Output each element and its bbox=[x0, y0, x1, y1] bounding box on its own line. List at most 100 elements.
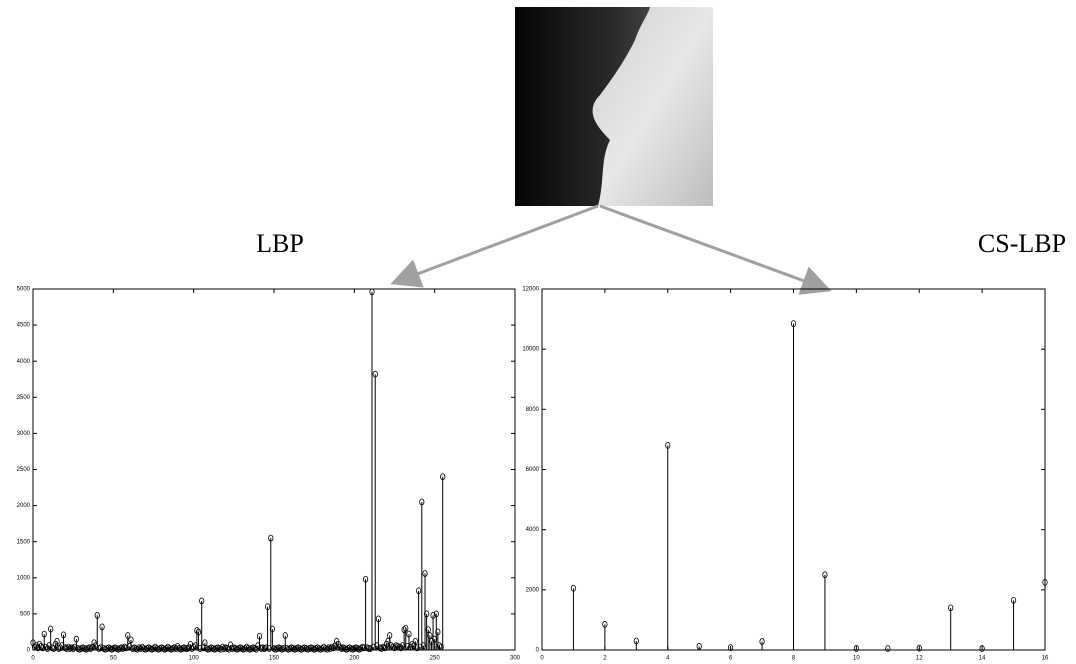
stem-marker bbox=[375, 615, 382, 623]
stem-marker bbox=[57, 644, 63, 652]
stem-marker bbox=[54, 637, 60, 645]
stem-marker bbox=[367, 645, 373, 652]
stem-marker bbox=[633, 637, 639, 645]
stem-marker bbox=[218, 645, 224, 653]
stem-marker bbox=[369, 288, 375, 296]
stem-marker bbox=[790, 320, 797, 327]
stem-marker bbox=[264, 603, 271, 611]
x-tick-label: 14 bbox=[979, 656, 986, 662]
stem-marker bbox=[420, 642, 427, 650]
stem-marker bbox=[885, 645, 891, 652]
stem-marker bbox=[398, 644, 404, 652]
stem-marker bbox=[1042, 578, 1048, 586]
y-tick-label: 500 bbox=[20, 611, 31, 617]
stem-marker bbox=[417, 643, 423, 651]
stem-marker bbox=[948, 604, 954, 612]
stem-marker bbox=[89, 643, 96, 651]
stem-marker bbox=[263, 644, 269, 652]
stem-marker bbox=[435, 628, 441, 636]
stem-marker bbox=[759, 638, 765, 645]
y-tick-label: 0 bbox=[536, 648, 540, 654]
stem-marker bbox=[406, 630, 412, 638]
stem-marker bbox=[728, 644, 734, 651]
stem-marker bbox=[403, 624, 409, 632]
stem-marker bbox=[433, 610, 439, 618]
x-tick-label: 0 bbox=[540, 656, 544, 662]
stem-marker bbox=[399, 642, 406, 650]
x-tick-label: 8 bbox=[792, 656, 796, 662]
stem-marker bbox=[430, 611, 436, 619]
arrow bbox=[390, 204, 599, 288]
stem-marker bbox=[253, 645, 259, 653]
x-tick-label: 250 bbox=[430, 656, 441, 662]
chart-title: LBP bbox=[256, 229, 304, 258]
stem-marker bbox=[440, 473, 446, 481]
stem-marker bbox=[438, 643, 444, 651]
y-tick-label: 1000 bbox=[17, 575, 31, 581]
stem-marker bbox=[226, 645, 232, 653]
stem-marker bbox=[186, 644, 192, 652]
stem-chart: CS-LBP 0 2 4 6 8 10 12 14 16 0 2000 4000 6000 8000 1000… bbox=[522, 229, 1066, 662]
x-tick-label: 200 bbox=[349, 656, 360, 662]
stem-marker bbox=[199, 597, 205, 605]
stem-marker bbox=[73, 635, 79, 643]
stem-marker bbox=[570, 584, 577, 592]
y-tick-label: 2500 bbox=[17, 467, 31, 473]
stem-marker bbox=[412, 637, 418, 645]
x-tick-label: 16 bbox=[1042, 656, 1049, 662]
chart-title: CS-LBP bbox=[978, 229, 1066, 258]
y-tick-label: 2000 bbox=[526, 587, 540, 593]
stem-marker bbox=[822, 571, 828, 579]
x-tick-label: 0 bbox=[31, 656, 35, 662]
stem-marker bbox=[696, 642, 702, 650]
stem-marker bbox=[60, 631, 67, 639]
x-tick-label: 10 bbox=[853, 656, 860, 662]
stem-marker bbox=[195, 628, 202, 636]
stem-marker bbox=[387, 632, 393, 639]
stem-marker bbox=[123, 644, 129, 652]
x-tick-label: 100 bbox=[189, 656, 200, 662]
stem-marker bbox=[979, 645, 985, 652]
stem-marker bbox=[183, 645, 189, 652]
x-tick-label: 150 bbox=[269, 656, 280, 662]
stem-marker bbox=[268, 534, 274, 542]
y-tick-label: 10000 bbox=[522, 347, 539, 353]
stem-marker bbox=[126, 642, 132, 650]
stem-marker bbox=[428, 637, 435, 645]
stem-marker bbox=[256, 632, 263, 640]
x-tick-label: 50 bbox=[110, 656, 117, 662]
stem-marker bbox=[391, 644, 398, 652]
stem-marker bbox=[125, 632, 131, 639]
stem-marker bbox=[40, 644, 46, 652]
y-tick-label: 3500 bbox=[17, 395, 31, 401]
texture-image bbox=[515, 7, 713, 206]
stem-marker bbox=[419, 498, 425, 506]
y-tick-label: 0 bbox=[27, 648, 31, 654]
stem-marker bbox=[374, 642, 380, 650]
y-tick-label: 4000 bbox=[526, 527, 540, 533]
stem-marker bbox=[372, 370, 378, 378]
x-tick-label: 6 bbox=[729, 656, 733, 662]
stem-marker bbox=[853, 645, 859, 652]
stem-marker bbox=[382, 644, 388, 652]
stem-marker bbox=[432, 635, 438, 643]
y-tick-label: 4000 bbox=[17, 359, 31, 365]
stem-marker bbox=[1010, 596, 1017, 604]
stem-marker bbox=[282, 632, 288, 639]
stem-marker bbox=[665, 442, 671, 449]
stem-marker bbox=[51, 645, 57, 652]
stem-marker bbox=[281, 645, 287, 652]
stem-marker bbox=[59, 642, 65, 650]
y-tick-label: 3000 bbox=[17, 431, 31, 437]
y-tick-label: 4500 bbox=[17, 323, 31, 329]
stem-marker bbox=[404, 642, 410, 650]
stem-marker bbox=[411, 642, 417, 650]
x-tick-label: 4 bbox=[666, 656, 670, 662]
y-tick-label: 2000 bbox=[17, 503, 31, 509]
y-tick-label: 5000 bbox=[17, 287, 31, 293]
x-tick-label: 300 bbox=[510, 656, 521, 662]
stem-marker bbox=[173, 645, 179, 652]
stem-marker bbox=[41, 630, 47, 638]
stem-marker bbox=[72, 643, 78, 651]
